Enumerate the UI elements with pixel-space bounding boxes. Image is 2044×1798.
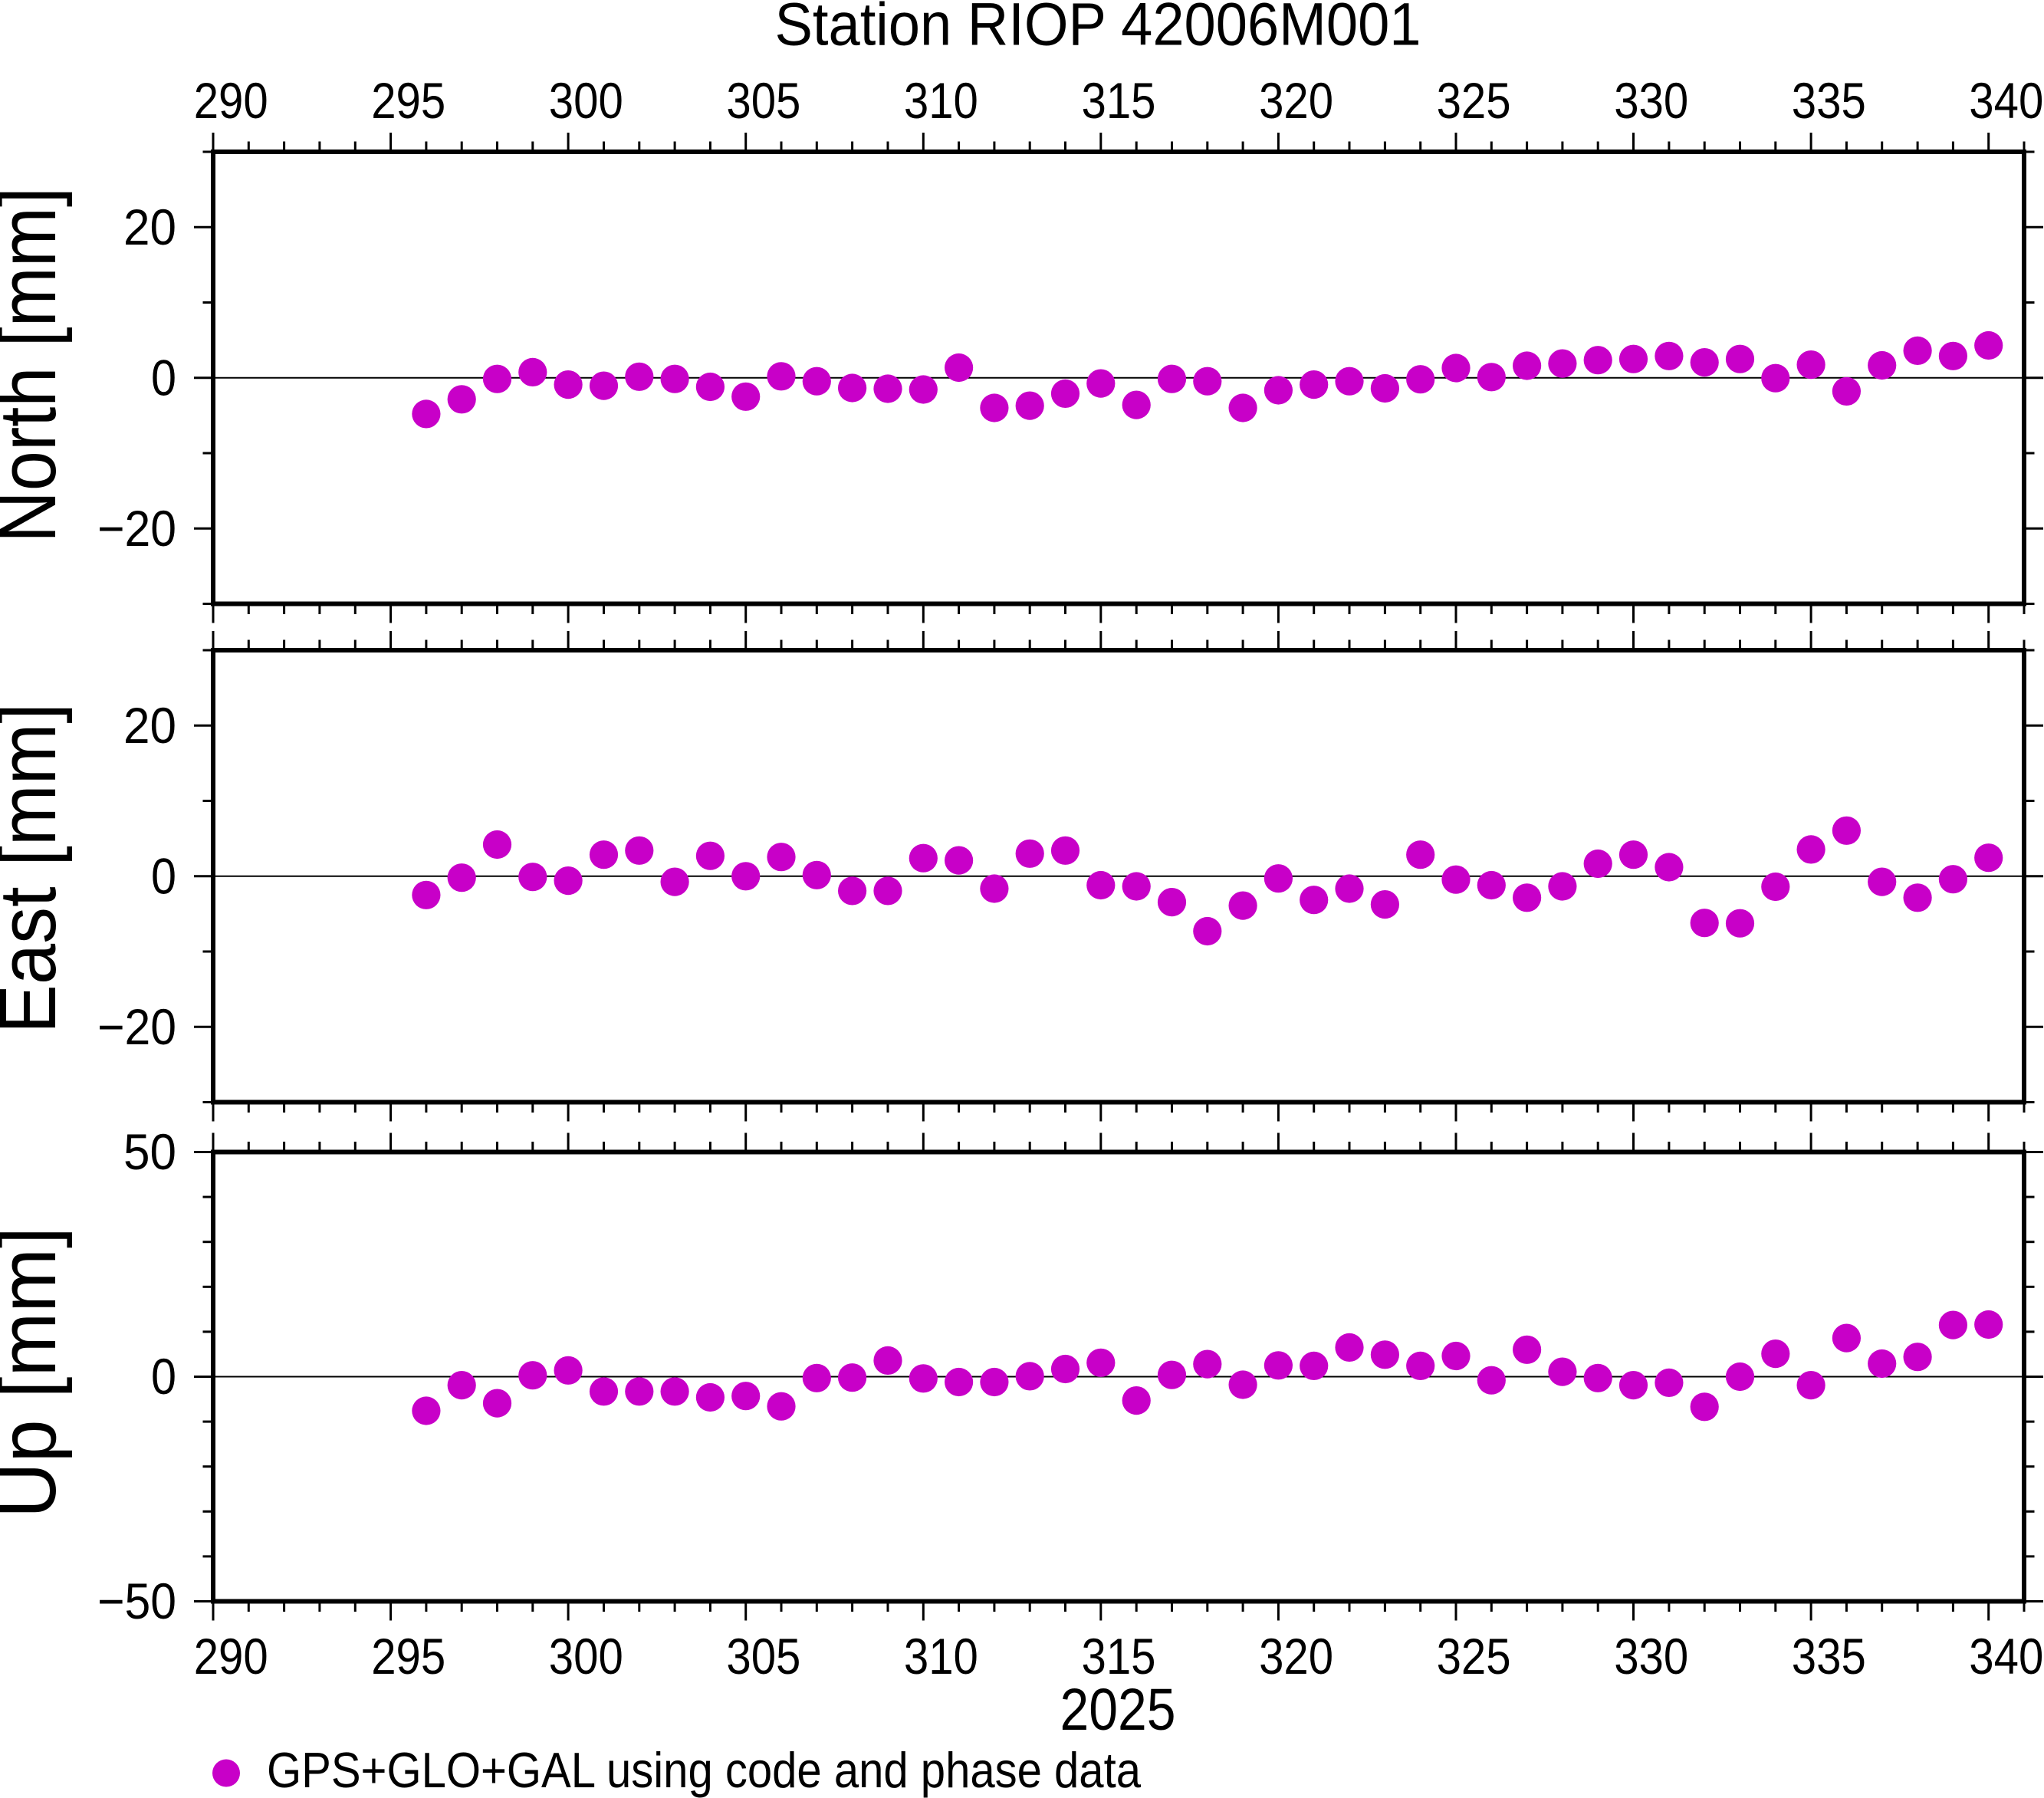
svg-text:335: 335 <box>1792 1628 1866 1685</box>
svg-text:290: 290 <box>194 72 268 129</box>
svg-text:310: 310 <box>904 72 978 129</box>
svg-text:0: 0 <box>151 1348 176 1405</box>
svg-text:2025: 2025 <box>1060 1677 1176 1743</box>
svg-text:325: 325 <box>1437 72 1511 129</box>
svg-text:−50: −50 <box>97 1573 176 1629</box>
svg-text:305: 305 <box>726 1628 800 1685</box>
svg-text:325: 325 <box>1437 1628 1511 1685</box>
svg-text:315: 315 <box>1082 1628 1156 1685</box>
svg-text:310: 310 <box>904 1628 978 1685</box>
svg-text:340: 340 <box>1969 1628 2043 1685</box>
svg-text:320: 320 <box>1259 72 1333 129</box>
svg-text:East [mm]: East [mm] <box>0 703 73 1034</box>
svg-text:0: 0 <box>151 848 176 905</box>
svg-text:330: 330 <box>1614 72 1688 129</box>
svg-text:−20: −20 <box>97 998 176 1055</box>
svg-text:330: 330 <box>1614 1628 1688 1685</box>
svg-text:Up [mm]: Up [mm] <box>0 1227 73 1518</box>
svg-text:300: 300 <box>549 72 623 129</box>
svg-text:305: 305 <box>726 72 800 129</box>
svg-text:20: 20 <box>123 199 176 255</box>
svg-text:340: 340 <box>1969 72 2043 129</box>
svg-text:GPS+GLO+GAL using code and pha: GPS+GLO+GAL using code and phase data <box>267 1742 1142 1798</box>
svg-text:0: 0 <box>151 350 176 406</box>
svg-text:20: 20 <box>123 697 176 754</box>
svg-text:300: 300 <box>549 1628 623 1685</box>
svg-text:Station RIOP 42006M001: Station RIOP 42006M001 <box>775 0 1421 58</box>
svg-text:295: 295 <box>371 1628 445 1685</box>
svg-text:290: 290 <box>194 1628 268 1685</box>
svg-text:315: 315 <box>1082 72 1156 129</box>
svg-text:North [mm]: North [mm] <box>0 187 73 543</box>
svg-text:335: 335 <box>1792 72 1866 129</box>
svg-text:295: 295 <box>371 72 445 129</box>
svg-text:−20: −20 <box>97 500 176 557</box>
svg-text:320: 320 <box>1259 1628 1333 1685</box>
svg-text:50: 50 <box>123 1123 176 1180</box>
